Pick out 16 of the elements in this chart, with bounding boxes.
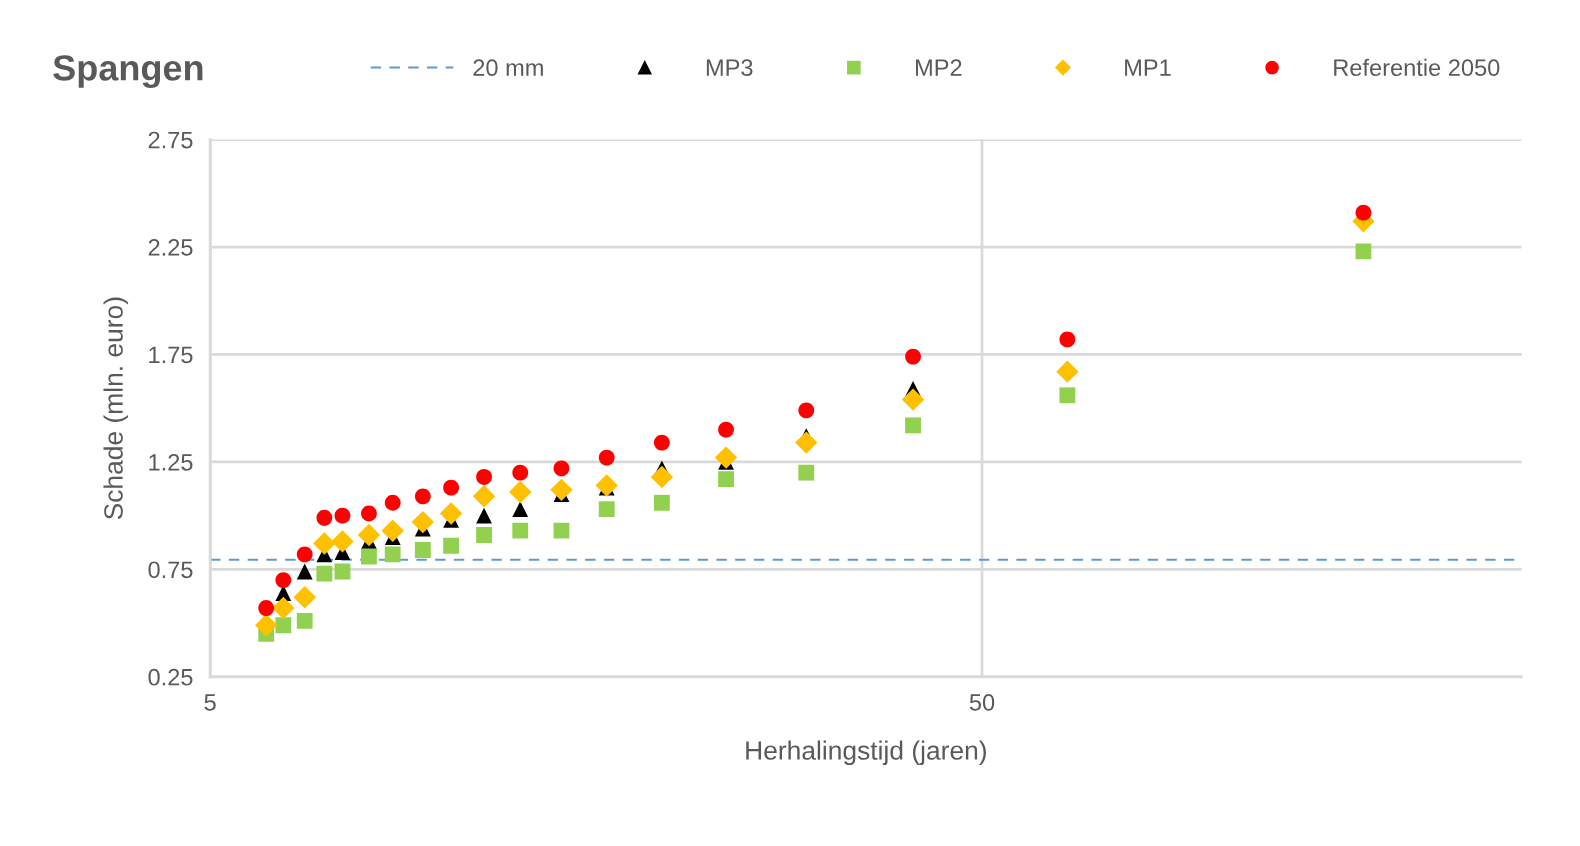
legend-label: MP1 (1125, 59, 1171, 76)
legend-label: MP3 (706, 59, 753, 77)
y-tick-label: 2.75 (148, 131, 193, 149)
legend-label: MP2 (916, 59, 962, 76)
legend-label: 20 mm (473, 59, 543, 77)
y-axis-title: Schade (mln. euro) (103, 297, 129, 520)
x-tick-label: 5 (204, 694, 216, 711)
y-tick-label: 1.75 (149, 346, 193, 364)
y-tick-label: 0.75 (148, 561, 193, 579)
legend-label: Referentie 2050 (1334, 58, 1500, 77)
x-tick-label: 50 (969, 694, 995, 711)
y-tick-label: 1.25 (149, 453, 193, 471)
y-tick-label: 0.25 (148, 668, 193, 686)
chart-title: Spangen (53, 55, 203, 89)
x-axis-title: Herhalingstijd (jaren) (746, 740, 986, 766)
y-tick-label: 2.25 (148, 239, 193, 256)
